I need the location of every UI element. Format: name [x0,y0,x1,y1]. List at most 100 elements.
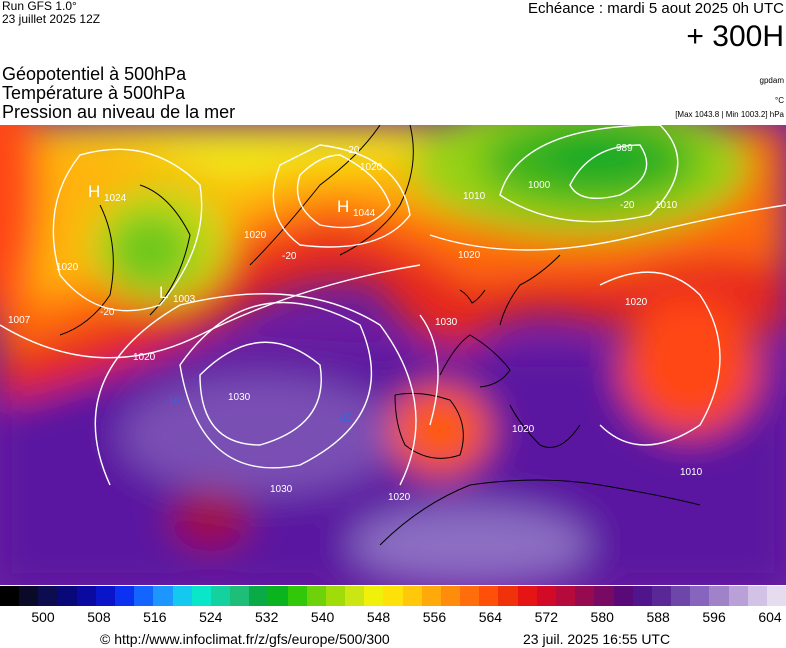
color-scale-tick-label: 540 [310,609,335,625]
isobar-label: 1030 [435,317,458,328]
pressure-range-label: [Max 1043.8 | Min 1003.2] hPa [675,110,784,119]
isobars [0,125,786,486]
isobar-label: 1010 [680,467,703,478]
high-value: 1044 [353,208,376,219]
color-swatch [268,586,288,606]
isobar-label: 1010 [655,200,678,211]
color-scale-tick-label: 588 [646,609,670,625]
isobar-line [94,293,417,486]
isobar-ring [569,144,648,199]
field-title-pressure: Pression au niveau de la mer [2,102,236,122]
color-swatch [249,586,269,606]
isotherm-labels: -20 -20 -20 -20 -10 -10 [100,145,635,424]
color-swatch [364,586,384,606]
high-symbol: H [337,197,349,216]
color-swatch [153,586,173,606]
coast-italy [509,404,581,448]
color-swatch [402,586,422,606]
color-swatch [230,586,250,606]
color-scale-tick-label: 516 [143,609,167,625]
isobar-ring [52,148,203,312]
color-scale-tick-label: 572 [534,609,558,625]
isobar-label: 1020 [512,424,535,435]
field-title-geopotential: Géopotentiel à 500hPa [2,64,187,84]
color-swatch [651,586,672,606]
coast-france-britain [439,334,511,388]
color-swatch [57,586,77,606]
isotherm-label: -10 [165,396,180,407]
created-timestamp: 23 juil. 2025 16:55 UTC [523,631,671,647]
field-title-temperature: Température à 500hPa [2,83,186,103]
isotherm-label: -20 [282,251,297,262]
color-swatch [440,586,461,606]
isobar-line [0,264,421,359]
isobar-label: 1020 [56,262,79,273]
low-value: 1003 [173,294,196,305]
color-swatch [210,586,231,606]
coast-north-africa [379,479,701,546]
color-swatch [575,586,595,606]
color-swatch [709,586,729,606]
unit-geopotential: gpdam [759,76,784,85]
color-swatch [690,586,710,606]
isobar-label: 989 [616,143,633,154]
color-scale-tick-label: 524 [199,609,223,625]
coast-iberia [394,392,464,459]
isobar-line [599,271,721,446]
color-swatch [95,586,116,606]
weather-map: H 1024 H 1044 L 1003 989 1000 1010 1010 … [0,125,786,585]
color-scale-tick-label: 556 [422,609,447,625]
color-swatch [747,586,767,606]
color-swatch [594,586,614,606]
coast-canada-east [59,204,114,336]
isobar-label: 1030 [228,392,251,403]
color-scale-tick-label: 532 [255,609,279,625]
isobar-label: 1010 [463,191,486,202]
isotherm-label: -20 [100,307,115,318]
coast-labrador [139,184,191,316]
color-scale-tick-label: 596 [702,609,726,625]
color-swatch [134,586,154,606]
color-scale-tick-label: 580 [590,609,614,625]
isobar-label: 1020 [625,297,648,308]
isobar-label: 1030 [270,484,293,495]
isobar-ring [272,144,411,248]
valid-time: Echéance : mardi 5 aout 2025 0h UTC [528,0,784,17]
color-swatch [115,586,135,606]
color-swatch [498,586,518,606]
color-swatch [632,586,652,606]
color-swatch [325,586,346,606]
low-symbol: L [159,283,168,302]
isobar-ring [199,341,322,446]
run-title: Run GFS 1.0° [2,0,77,13]
pressure-centers: H 1024 H 1044 L 1003 [88,182,376,305]
color-swatch [517,586,537,606]
color-scale-ticks: 500 508 516 524 532 540 548 556 564 572 580 588 596 6… [0,609,786,627]
color-swatch [191,586,211,606]
isobar-label: 1020 [244,230,267,241]
isobar-labels: 989 1000 1010 1010 1020 1020 1020 1020 1… [8,143,703,503]
unit-temperature: °C [775,96,784,105]
coast-scandinavia [499,254,561,326]
color-swatch [287,586,307,606]
color-swatch [728,586,748,606]
color-swatch [536,586,556,606]
color-swatch [479,586,499,606]
isobar-label: 1000 [528,180,551,191]
isobar-line [429,204,786,251]
color-scale-tick-label: 500 [31,609,55,625]
isobar-label: 1020 [133,352,156,363]
color-swatch [383,586,403,606]
color-swatch [555,586,576,606]
color-swatch [421,586,441,606]
color-scale-tick-label: 564 [478,609,503,625]
high-value: 1024 [104,193,127,204]
coastlines [59,125,701,546]
credit-url: © http://www.infoclimat.fr/z/gfs/europe/… [100,631,390,647]
color-swatch [0,586,20,606]
high-symbol: H [88,182,100,201]
coast-greenland-west [249,125,381,266]
isobar-label: 1020 [458,250,481,261]
color-scale-tick-label: 548 [366,609,391,625]
color-swatch [613,586,633,606]
